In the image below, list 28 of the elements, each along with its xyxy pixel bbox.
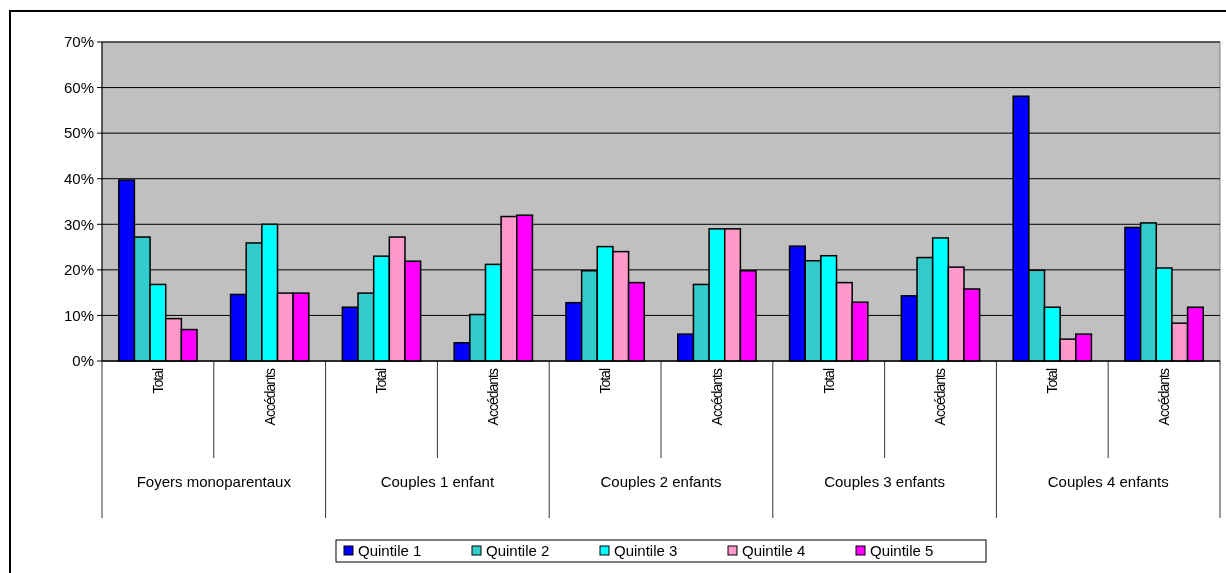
x-tick-label: Total xyxy=(597,368,613,394)
y-tick-label: 40% xyxy=(63,169,94,187)
y-tick-label: 10% xyxy=(63,306,94,324)
y-tick-label: 30% xyxy=(63,215,94,233)
text: Couples 3 enfants xyxy=(824,473,946,491)
y-tick-label: 60% xyxy=(63,78,94,96)
text: Couples 1 enfant xyxy=(380,473,495,491)
text: Couples 2 enfants xyxy=(600,473,722,491)
legend-label: Quintile 5 xyxy=(870,542,934,560)
legend-label: Quintile 3 xyxy=(614,542,678,560)
x-tick-label: Accédants xyxy=(708,368,725,426)
legend-label: Quintile 1 xyxy=(358,542,422,560)
text: Couples 4 enfants xyxy=(1047,473,1169,491)
y-tick-label: 20% xyxy=(63,261,94,279)
legend-label: Quintile 4 xyxy=(742,542,806,560)
x-tick-label: Total xyxy=(820,368,837,394)
x-tick-label: Total xyxy=(149,368,166,394)
legend-label: Quintile 2 xyxy=(486,542,550,560)
y-tick-label: 50% xyxy=(63,124,94,142)
y-tick-label: 70% xyxy=(63,33,94,51)
x-tick-label: Total xyxy=(373,368,390,394)
x-tick-label: Accédants xyxy=(485,368,502,426)
x-tick-label: Accédants xyxy=(261,368,278,426)
x-tick-label: Accédants xyxy=(1156,368,1172,426)
y-tick-label: 0% xyxy=(72,352,94,370)
x-tick-label: Accédants xyxy=(932,368,949,426)
x-tick-label: Total xyxy=(1044,368,1061,394)
text: Foyers monoparentaux xyxy=(136,473,292,491)
